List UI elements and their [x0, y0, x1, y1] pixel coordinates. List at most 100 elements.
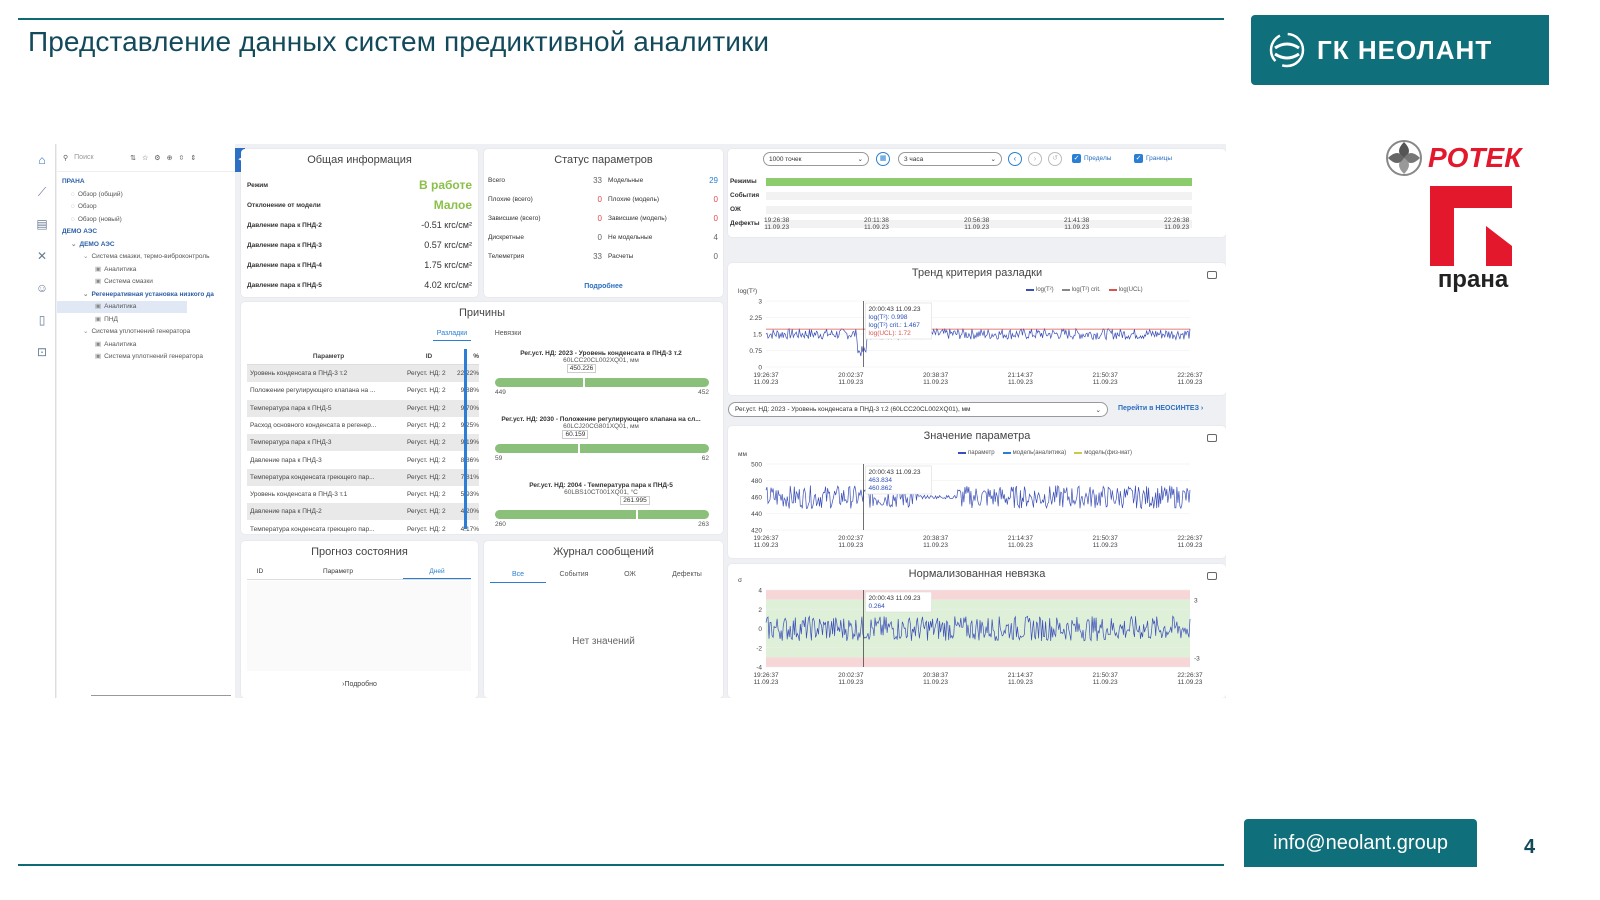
- collapse-icon[interactable]: ⇕: [190, 154, 197, 162]
- forecast-col-id[interactable]: ID: [256, 568, 264, 575]
- camera-icon[interactable]: [1207, 271, 1217, 279]
- tab-all[interactable]: Все: [490, 571, 546, 583]
- bounds-checkbox[interactable]: ✓ Границы: [1134, 154, 1172, 163]
- reasons-scrollbar[interactable]: [464, 349, 467, 529]
- tree-item[interactable]: ⌄ Система смазки, термо-виброконтроль: [57, 251, 235, 263]
- table-row[interactable]: Уровень конденсата в ПНД-3 т.2 Регуст. НД…: [247, 365, 479, 382]
- status-value: 0: [713, 251, 718, 261]
- limits-label: Пределы: [1084, 155, 1112, 162]
- tree-search-input[interactable]: Поиск: [74, 154, 94, 161]
- next-icon[interactable]: ›: [1028, 152, 1042, 166]
- y-tick-label: 420: [751, 528, 762, 535]
- tab-defects[interactable]: Дефекты: [672, 571, 702, 578]
- page-icon: ▣: [95, 315, 102, 323]
- timeline-row-bar[interactable]: [766, 206, 1192, 214]
- tree-item[interactable]: ⌄ Регенеративная установка низкого да: [57, 289, 235, 301]
- tab-residuals[interactable]: Невязки: [494, 330, 522, 337]
- trend-chart-card: Тренд критерия разладки log(T²) log(T²) …: [728, 263, 1226, 395]
- tree-item[interactable]: ▣ Аналитика: [57, 301, 187, 313]
- calendar-icon[interactable]: ▦: [876, 152, 890, 166]
- regulator-subtitle: 60LCJ20CG801XQ01, мм: [563, 423, 639, 430]
- tree-item[interactable]: ◌ Обзор: [57, 201, 235, 213]
- tab-oj[interactable]: ОЖ: [624, 571, 636, 578]
- status-label: Модельные: [608, 176, 644, 184]
- collapse-sidebar-button[interactable]: ◂: [235, 148, 245, 172]
- tree-item[interactable]: ▣ Система уплотнений генератора: [57, 351, 235, 363]
- x-tick-date: 11.09.23: [923, 679, 948, 686]
- reset-icon[interactable]: ↺: [1048, 152, 1062, 166]
- timeline-row-bar[interactable]: [766, 220, 1192, 228]
- neosintez-link[interactable]: Перейти в НЕОСИНТЕЗ ›: [1118, 405, 1203, 412]
- tree-item[interactable]: ▣ ПНД: [57, 314, 235, 326]
- status-label: Телеметрия: [488, 252, 525, 260]
- table-row[interactable]: Температура конденсата греющего пар... Ре…: [247, 520, 479, 534]
- expand-icon[interactable]: ⇳: [178, 154, 185, 162]
- tree-scrollbar[interactable]: [91, 695, 231, 696]
- parameter-select[interactable]: Рег.уст. НД: 2023 - Уровень конденсата в…: [728, 402, 1108, 417]
- forecast-body: [247, 581, 471, 671]
- neosintez-link-label: Перейти в НЕОСИНТЕЗ: [1118, 405, 1199, 412]
- tree-item[interactable]: ◌ Обзор (новый): [57, 214, 235, 226]
- camera-icon[interactable]: [1207, 434, 1217, 442]
- table-row[interactable]: Расход основного конденсата в регенер...…: [247, 416, 479, 434]
- table-cell: 8.86%: [460, 456, 479, 464]
- timeline-row-bar[interactable]: [766, 178, 1192, 186]
- general-info-card: Общая информация Режим В работе Отклонение…: [241, 149, 478, 297]
- prev-icon[interactable]: ‹: [1008, 152, 1022, 166]
- tab-faults[interactable]: Разладки: [433, 330, 471, 341]
- table-row[interactable]: Температура пара к ПНД-5 Регуст. НД: 2 9.7…: [247, 399, 479, 417]
- table-cell: 7.81%: [460, 473, 479, 481]
- users-icon[interactable]: ☺: [35, 281, 49, 295]
- general-info-value: 4.02 кгс/см²: [424, 280, 472, 290]
- timeline-row-bar[interactable]: [766, 192, 1192, 200]
- header-id[interactable]: ID: [425, 352, 433, 360]
- table-row[interactable]: Давление пара к ПНД-3 Регуст. НД: 2 8.86%: [247, 451, 479, 469]
- star-icon[interactable]: ☆: [142, 154, 149, 162]
- forecast-col-param[interactable]: Параметр: [323, 568, 353, 575]
- lock-icon[interactable]: ⊡: [36, 345, 48, 359]
- check-icon: ✓: [1134, 154, 1143, 163]
- table-row[interactable]: Температура пара к ПНД-3 Регуст. НД: 2 9.1…: [247, 434, 479, 452]
- x-tick-date: 11.09.23: [923, 379, 948, 386]
- header-param[interactable]: Параметр: [312, 352, 345, 360]
- tree-item[interactable]: ▣ Аналитика: [57, 339, 235, 351]
- trend-chart[interactable]: 32.251.50.750log(T²)19:26:3711.09.2320:0…: [728, 263, 1226, 395]
- table-row[interactable]: Уровень конденсата в ПНД-3 т.1 Регуст. НД…: [247, 486, 479, 504]
- book-icon[interactable]: ▯: [38, 313, 46, 327]
- residual-chart[interactable]: 3-3420-2-4σ19:26:3711.09.2320:02:3711.09…: [728, 564, 1226, 698]
- y-tick-label: 1.5: [753, 332, 762, 339]
- general-info-value: 1.75 кгс/см²: [424, 260, 472, 270]
- regulator-limits: 59 62: [495, 455, 709, 462]
- tree-item[interactable]: ПРАНА: [57, 176, 235, 188]
- table-row[interactable]: Положение регулирующего клапана на ... Ре…: [247, 382, 479, 400]
- chart-icon[interactable]: ⟋: [37, 185, 47, 199]
- home-icon[interactable]: ⌂: [38, 153, 46, 167]
- tree-item[interactable]: ДЕМО АЭС: [57, 226, 235, 238]
- range-select[interactable]: 3 часа ⌄: [898, 152, 1002, 166]
- limits-checkbox[interactable]: ✓ Пределы: [1072, 154, 1111, 163]
- tree-item[interactable]: ⌄ Система уплотнений генератора: [57, 326, 235, 338]
- tree-item[interactable]: ⌄ ДЕМО АЭС: [57, 239, 235, 251]
- forecast-col-days[interactable]: Дней: [403, 568, 471, 579]
- sort-icon[interactable]: ⇅: [130, 154, 137, 162]
- document-icon[interactable]: ▤: [36, 217, 48, 231]
- camera-icon[interactable]: [1207, 572, 1217, 580]
- general-info-row: Давление пара к ПНД-4 1.75 кгс/см²: [247, 255, 472, 275]
- email-link[interactable]: info@neolant.group: [1244, 819, 1477, 867]
- tools-icon[interactable]: ✕: [36, 249, 48, 263]
- points-select[interactable]: 1000 точек ⌄: [763, 152, 869, 166]
- tree-item[interactable]: ▣ Система смазки: [57, 276, 235, 288]
- header-pct[interactable]: %: [473, 352, 479, 360]
- table-row[interactable]: Давление пара к ПНД-2 Регуст. НД: 2 4.20%: [247, 503, 479, 521]
- forecast-more[interactable]: ›Подробно: [342, 681, 377, 688]
- status-more-link[interactable]: Подробнее: [584, 283, 623, 290]
- param-chart[interactable]: 500480460440420мм19:26:3711.09.2320:02:3…: [728, 426, 1226, 558]
- regulator-bar: 261.995: [495, 496, 709, 522]
- y-tick-label: -4: [756, 665, 762, 672]
- target-icon[interactable]: ⊕: [166, 154, 173, 162]
- tree-item[interactable]: ◌ Обзор (общий): [57, 189, 235, 201]
- tree-item[interactable]: ▣ Аналитика: [57, 264, 235, 276]
- table-row[interactable]: Температура конденсата греющего пар... Ре…: [247, 468, 479, 486]
- gear-icon[interactable]: ⚙: [154, 154, 161, 162]
- tab-events[interactable]: События: [559, 571, 589, 578]
